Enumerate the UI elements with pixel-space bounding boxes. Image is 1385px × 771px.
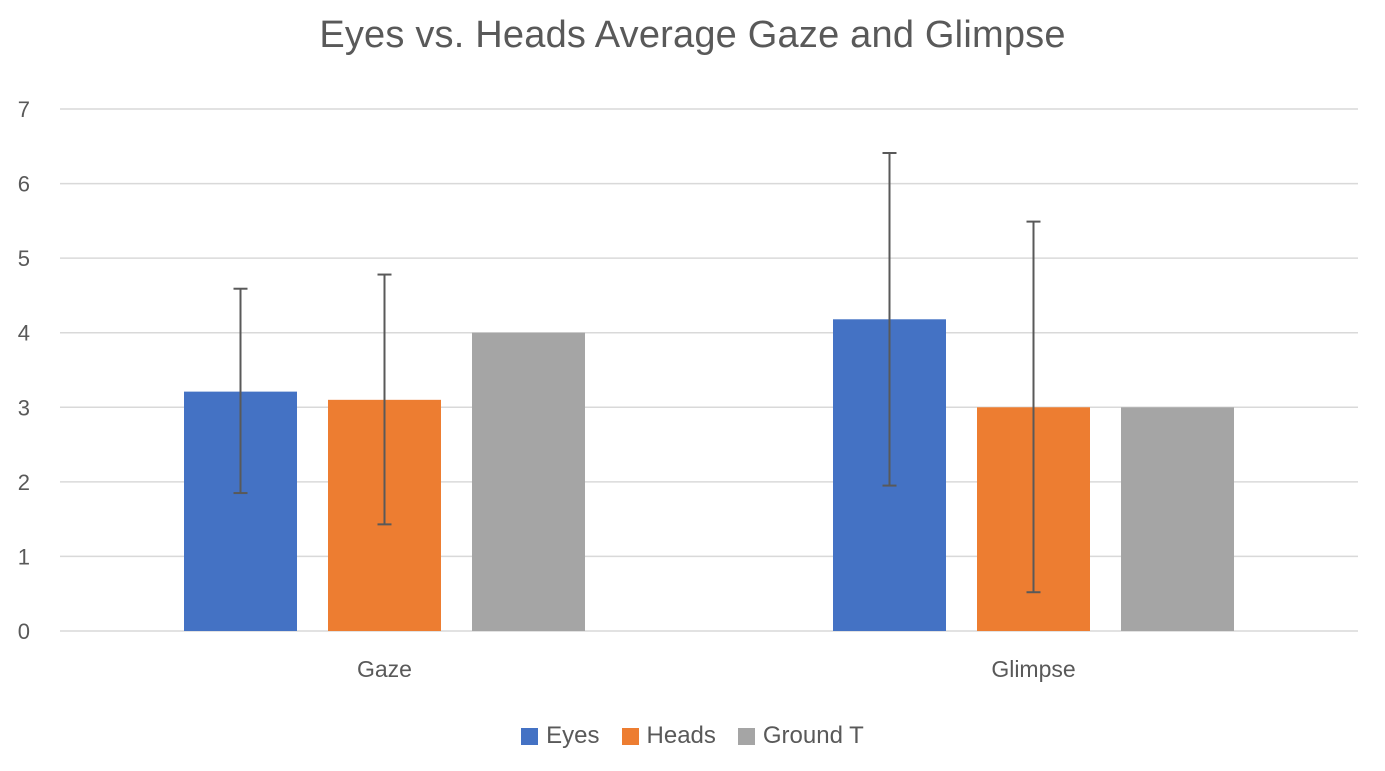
legend-item-eyes: Eyes (521, 722, 600, 750)
y-tick-label: 1 (18, 544, 30, 569)
bar-ground-t-glimpse (1121, 407, 1234, 631)
error-bar-heads-gaze (377, 273, 392, 526)
y-tick-label: 7 (18, 97, 30, 122)
y-tick-label: 6 (18, 172, 30, 197)
y-tick-label: 4 (18, 321, 30, 346)
legend: Eyes Heads Ground T (0, 722, 1385, 750)
x-axis-labels: Gaze Glimpse (357, 656, 1076, 682)
legend-item-ground-t: Ground T (737, 722, 864, 750)
legend-swatch-heads (621, 727, 639, 745)
error-bars (233, 151, 1041, 594)
chart-title: Eyes vs. Heads Average Gaze and Glimpse (319, 14, 1066, 56)
legend-swatch-eyes (521, 727, 539, 745)
y-tick-label: 3 (18, 395, 30, 420)
legend-label-heads: Heads (646, 722, 716, 749)
x-category-label: Gaze (357, 656, 412, 682)
y-tick-label: 2 (18, 470, 30, 495)
bar-ground-t-gaze (472, 332, 585, 631)
y-axis-labels: 0 1 2 3 4 5 6 7 (18, 97, 30, 644)
legend-label-eyes: Eyes (546, 722, 600, 749)
x-category-label: Glimpse (991, 656, 1075, 682)
bars (184, 319, 1234, 631)
error-bar-heads-glimpse (1026, 220, 1041, 594)
y-tick-label: 5 (18, 246, 30, 271)
legend-item-heads: Heads (621, 722, 716, 750)
legend-swatch-ground-t (737, 727, 755, 745)
error-bar-eyes-glimpse (882, 151, 897, 487)
y-tick-label: 0 (18, 619, 30, 644)
legend-label-ground-t: Ground T (762, 722, 864, 749)
error-bar-eyes-gaze (233, 287, 248, 495)
